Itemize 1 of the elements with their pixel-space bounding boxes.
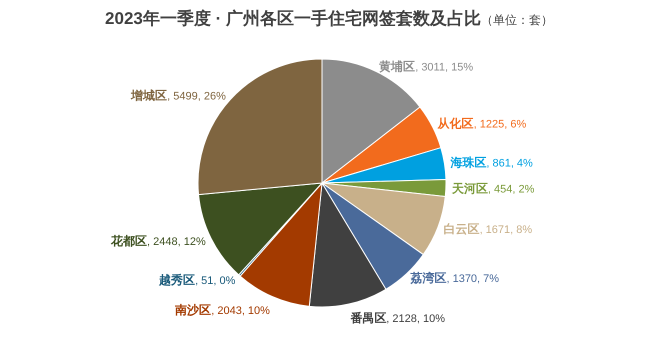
title: 2023年一季度 · 广州各区一手住宅网签套数及占比（单位：套）	[105, 9, 553, 28]
